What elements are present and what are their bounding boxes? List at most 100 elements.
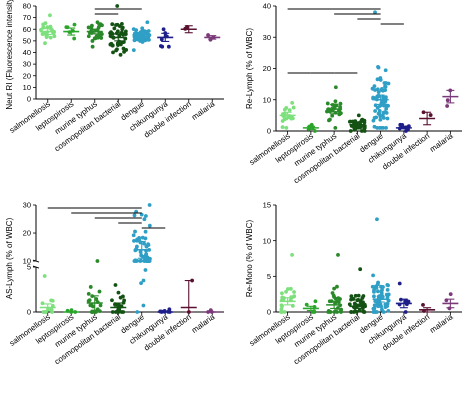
data-point xyxy=(359,129,364,133)
data-point xyxy=(377,108,382,113)
data-point xyxy=(290,115,295,120)
data-point xyxy=(90,39,95,43)
group-chikungunya xyxy=(157,307,174,314)
data-point xyxy=(113,283,118,287)
data-point xyxy=(348,129,353,133)
data-point xyxy=(140,26,145,31)
data-point xyxy=(384,292,389,297)
data-point xyxy=(90,44,95,49)
group-salmonellosis xyxy=(39,13,57,46)
data-point xyxy=(120,27,125,32)
y-tick-label: 80 xyxy=(23,2,31,11)
data-point xyxy=(349,297,353,302)
data-point xyxy=(131,48,136,53)
data-point xyxy=(373,10,377,15)
data-point xyxy=(166,44,171,49)
data-point xyxy=(131,27,136,32)
data-point xyxy=(133,229,137,234)
data-point xyxy=(40,32,45,37)
data-point xyxy=(372,84,377,89)
data-point xyxy=(143,236,148,241)
data-point xyxy=(90,310,94,314)
data-point xyxy=(142,241,146,246)
data-point xyxy=(362,129,367,133)
y-tick-label: 30 xyxy=(23,201,31,210)
group-malaria xyxy=(204,33,221,42)
category-label: malaria xyxy=(190,99,217,122)
group-double-infection xyxy=(180,278,197,314)
data-point xyxy=(132,38,137,43)
data-point xyxy=(333,85,338,90)
group-murine-typhus xyxy=(86,259,103,314)
y-tick-label: 5 xyxy=(267,272,271,281)
data-point xyxy=(371,95,376,100)
data-point xyxy=(330,291,335,295)
data-point xyxy=(145,20,150,25)
data-point xyxy=(336,253,340,257)
y-tick-label: 10 xyxy=(263,95,271,104)
data-point xyxy=(284,125,289,130)
group-double-infection xyxy=(419,110,436,126)
data-point xyxy=(121,40,126,44)
data-point xyxy=(43,41,47,46)
data-point xyxy=(139,253,144,258)
group-leptospirosis xyxy=(302,299,319,314)
data-point xyxy=(379,289,384,294)
data-point xyxy=(372,116,377,120)
data-point xyxy=(159,37,164,42)
data-point xyxy=(339,308,343,313)
data-point xyxy=(158,44,163,48)
data-point xyxy=(445,104,450,108)
data-point xyxy=(290,253,294,257)
category-label: malaria xyxy=(190,312,217,335)
data-point xyxy=(111,50,115,55)
data-point xyxy=(288,286,293,291)
data-point xyxy=(304,302,309,307)
data-point xyxy=(139,281,143,286)
data-point xyxy=(378,117,383,122)
data-point xyxy=(325,101,330,106)
data-point xyxy=(94,297,99,301)
data-point xyxy=(108,42,113,47)
data-point xyxy=(384,125,388,130)
data-point xyxy=(142,254,147,259)
y-tick-label: 0 xyxy=(27,95,31,104)
data-point xyxy=(355,298,360,303)
y-tick-label: 15 xyxy=(263,201,271,210)
group-chikungunya xyxy=(395,122,412,133)
y-tick-label: 40 xyxy=(23,48,31,57)
group-malaria xyxy=(442,88,459,108)
group-dengue xyxy=(131,20,152,53)
y-tick-label: 0 xyxy=(267,127,271,136)
data-point xyxy=(362,120,367,125)
data-point xyxy=(359,118,364,123)
data-point xyxy=(371,273,375,278)
data-point xyxy=(121,310,126,314)
data-point xyxy=(406,299,411,304)
y-tick-label: 5 xyxy=(27,263,31,272)
data-point xyxy=(86,291,91,296)
data-point xyxy=(45,34,49,39)
category-label: malaria xyxy=(428,131,455,154)
group-leptospirosis xyxy=(63,22,80,41)
data-point xyxy=(40,301,45,306)
data-point xyxy=(291,105,296,110)
data-point xyxy=(87,298,92,303)
data-point xyxy=(379,88,384,92)
data-point xyxy=(385,287,390,292)
group-dengue xyxy=(370,10,391,130)
data-point xyxy=(97,289,102,294)
data-point xyxy=(352,128,357,132)
data-point xyxy=(42,274,47,278)
data-point xyxy=(332,286,337,291)
data-point xyxy=(376,64,380,69)
data-point xyxy=(326,310,331,314)
data-point xyxy=(52,34,57,39)
data-point xyxy=(383,68,388,73)
data-point xyxy=(312,309,317,314)
data-point xyxy=(375,125,380,130)
data-point xyxy=(349,294,354,299)
